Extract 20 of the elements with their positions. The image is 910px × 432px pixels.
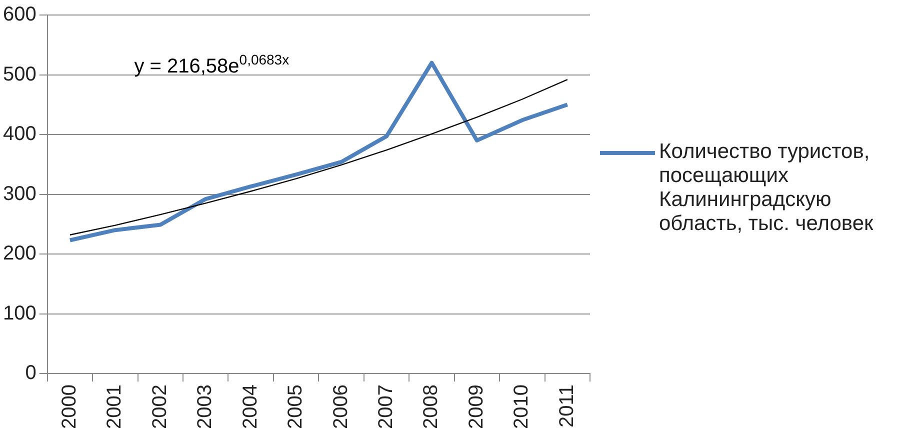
- x-tick-label: 2005: [284, 384, 307, 430]
- y-tick-label: 0: [25, 362, 36, 384]
- x-tick-label: 2007: [375, 384, 398, 430]
- y-tick-label: 600: [2, 4, 36, 26]
- legend-label: Количество туристов, посещающих Калининградскую область, тыс. человек: [659, 140, 874, 236]
- x-tick-label: 2003: [194, 384, 216, 430]
- x-tick-label: 2008: [420, 384, 442, 430]
- x-tick-label: 2002: [148, 384, 171, 430]
- y-tick-label: 400: [2, 123, 36, 146]
- y-tick-label: 100: [2, 302, 36, 324]
- x-tick-label: 2011: [556, 384, 578, 428]
- x-tick-label: 2001: [104, 384, 126, 430]
- y-tick-label: 500: [2, 63, 36, 86]
- y-tick-label: 300: [2, 182, 36, 205]
- x-tick-label: 2000: [58, 384, 80, 430]
- x-tick-label: 2010: [510, 384, 533, 430]
- x-tick-label: 2004: [239, 384, 262, 430]
- x-tick-label: 2006: [330, 384, 352, 430]
- y-tick-label: 200: [2, 242, 36, 265]
- x-tick-label: 2009: [465, 384, 488, 430]
